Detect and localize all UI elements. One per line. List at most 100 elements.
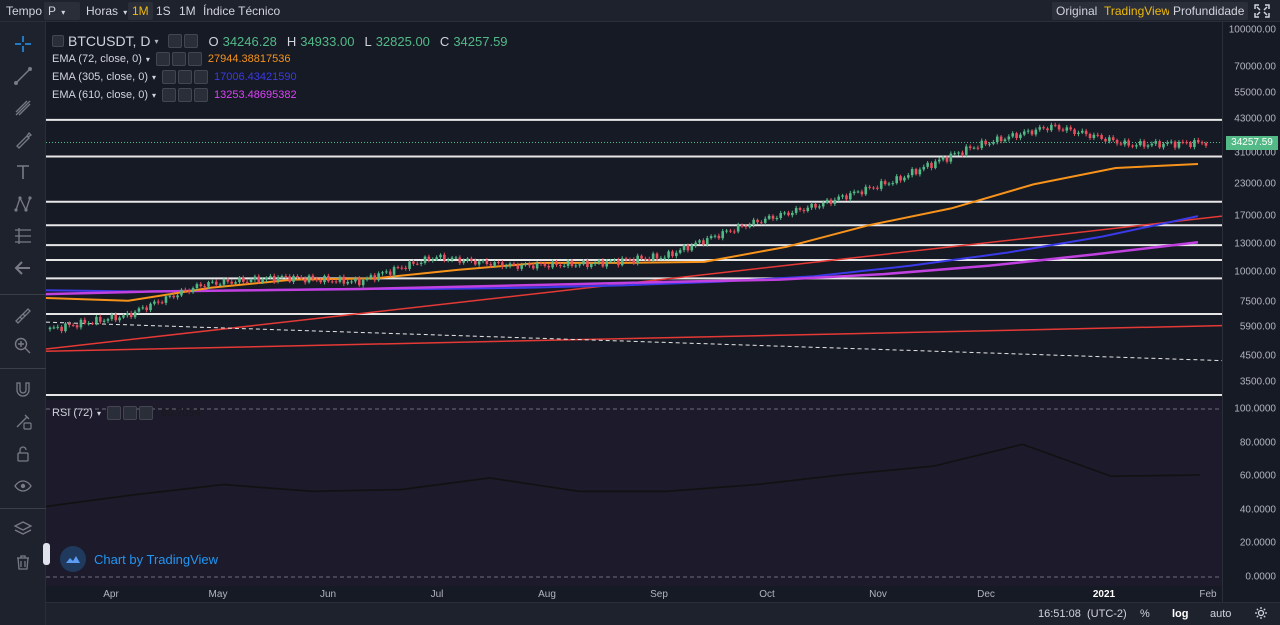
- back-arrow-icon[interactable]: [9, 254, 37, 282]
- interval-select[interactable]: P ▾: [44, 2, 80, 20]
- candle-body: [524, 263, 527, 265]
- settings-icon[interactable]: [122, 406, 137, 420]
- settings-icon[interactable]: [178, 88, 193, 102]
- timezone[interactable]: (UTC-2): [1087, 608, 1127, 620]
- candle-body: [64, 323, 67, 332]
- log-scale-button[interactable]: log: [1172, 608, 1189, 620]
- lock-drawings-icon[interactable]: [9, 407, 37, 435]
- view-depth-button[interactable]: Profundidade: [1169, 2, 1249, 20]
- candle-body: [976, 147, 980, 149]
- close-icon[interactable]: [138, 406, 153, 420]
- layers-icon[interactable]: [9, 515, 37, 543]
- candle-body: [733, 231, 736, 233]
- view-original-button[interactable]: Original: [1052, 2, 1102, 20]
- view-tradingview-button[interactable]: TradingView: [1100, 2, 1175, 20]
- candle-body: [856, 191, 860, 193]
- candle-body: [1181, 141, 1185, 143]
- candle-body: [914, 169, 918, 175]
- candle-body: [535, 262, 539, 269]
- symbol-title[interactable]: BTCUSDT, D: [68, 33, 151, 49]
- close-icon[interactable]: [194, 88, 209, 102]
- candle-body: [261, 279, 264, 282]
- candle-body: [551, 261, 554, 268]
- candle-body: [195, 284, 199, 289]
- brush-icon[interactable]: [9, 126, 37, 154]
- candle-body: [133, 311, 137, 318]
- high-value: 34933.00: [300, 33, 355, 49]
- price-chart[interactable]: [46, 22, 1222, 602]
- technical-index-button[interactable]: Índice Técnico: [203, 4, 281, 18]
- chevron-down-icon: ▾: [121, 8, 128, 17]
- lock-icon[interactable]: [9, 440, 37, 468]
- candle-body: [68, 323, 71, 326]
- trend-line-icon[interactable]: [9, 62, 37, 90]
- percent-scale-button[interactable]: %: [1140, 608, 1150, 620]
- trash-icon[interactable]: [9, 548, 37, 576]
- gear-icon[interactable]: [1254, 606, 1268, 623]
- candle-body: [999, 136, 1003, 142]
- pattern-icon[interactable]: [9, 190, 37, 218]
- candle-body: [1135, 145, 1138, 147]
- hours-menu[interactable]: Horas ▾: [86, 4, 128, 18]
- chevron-down-icon[interactable]: ▾: [96, 408, 101, 418]
- close-icon[interactable]: [187, 52, 202, 66]
- settings-icon[interactable]: [171, 52, 186, 66]
- settings-icon[interactable]: [168, 34, 183, 48]
- magnet-icon[interactable]: [9, 375, 37, 403]
- settings-icon[interactable]: [178, 70, 193, 84]
- visibility-icon[interactable]: [162, 88, 177, 102]
- visibility-icon[interactable]: [155, 52, 170, 66]
- interval-1m-button[interactable]: 1M: [128, 2, 153, 20]
- candle-body: [872, 187, 875, 189]
- ema305-value: 17006.43421590: [214, 71, 297, 83]
- interval-1s-button[interactable]: 1S: [156, 4, 171, 18]
- candle-body: [879, 181, 883, 189]
- tradingview-watermark[interactable]: Chart by TradingView: [60, 546, 218, 572]
- candle-body: [435, 257, 438, 260]
- close-icon[interactable]: [194, 70, 209, 84]
- price-axis[interactable]: 100000.00 70000.00 55000.00 43000.00 31000.0…: [1222, 22, 1280, 602]
- candle-body: [303, 278, 307, 283]
- ema610-legend[interactable]: EMA (610, close, 0) ▾ 13253.48695382: [52, 87, 297, 103]
- candle-body: [1057, 125, 1061, 130]
- rsi-legend[interactable]: RSI (72) ▾ 60.7054: [52, 405, 201, 421]
- fib-icon[interactable]: [9, 222, 37, 250]
- candle-body: [172, 295, 176, 298]
- candle-body: [887, 183, 891, 185]
- candle-body: [852, 191, 856, 194]
- chevron-down-icon[interactable]: ▾: [145, 54, 150, 64]
- chevron-down-icon[interactable]: ▾: [152, 90, 157, 100]
- crosshair-icon[interactable]: [9, 30, 37, 58]
- candle-body: [559, 264, 562, 267]
- candle-body: [431, 259, 435, 261]
- pane-resize-handle[interactable]: [43, 543, 50, 565]
- fullscreen-icon[interactable]: [1253, 3, 1271, 19]
- text-icon[interactable]: [9, 158, 37, 186]
- ema305-name: EMA (305, close, 0): [52, 71, 148, 83]
- time-axis[interactable]: Apr May Jun Jul Aug Sep Oct Nov Dec 2021 Feb: [46, 586, 1222, 602]
- visibility-icon[interactable]: [184, 34, 199, 48]
- candle-body: [837, 196, 841, 200]
- candle-body: [833, 199, 837, 204]
- clock-time: 16:51:08: [1038, 608, 1081, 620]
- visibility-icon[interactable]: [106, 406, 121, 420]
- ruler-icon[interactable]: [9, 302, 37, 330]
- candle-body: [520, 264, 523, 269]
- interval-1month-button[interactable]: 1M: [179, 4, 196, 18]
- chevron-down-icon[interactable]: ▾: [154, 36, 159, 46]
- ema305-legend[interactable]: EMA (305, close, 0) ▾ 17006.43421590: [52, 69, 297, 85]
- chevron-down-icon[interactable]: ▾: [152, 72, 157, 82]
- pitchfork-icon[interactable]: [9, 94, 37, 122]
- candle-body: [802, 209, 806, 212]
- candle-body: [934, 161, 937, 169]
- auto-scale-button[interactable]: auto: [1210, 608, 1232, 620]
- candle-body: [1158, 141, 1161, 148]
- candle-body: [265, 277, 268, 280]
- zoom-icon[interactable]: [9, 332, 37, 360]
- candle-body: [1061, 129, 1065, 131]
- candle-body: [1154, 141, 1158, 144]
- visibility-icon[interactable]: [162, 70, 177, 84]
- eye-icon[interactable]: [9, 472, 37, 500]
- ema72-legend[interactable]: EMA (72, close, 0) ▾ 27944.38817536: [52, 51, 290, 67]
- collapse-icon[interactable]: [52, 35, 64, 47]
